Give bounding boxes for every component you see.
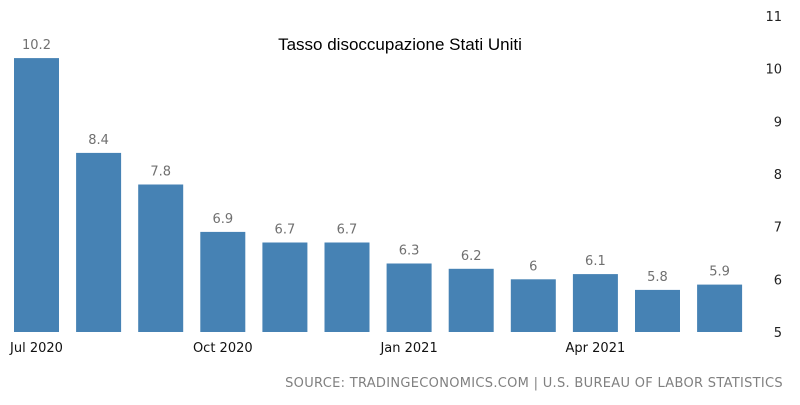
source-note: SOURCE: TRADINGECONOMICS.COM | U.S. BURE…: [285, 376, 783, 391]
value-label: 8.4: [88, 133, 109, 148]
y-tick-label: 9: [774, 115, 782, 130]
x-tick-label: Oct 2020: [193, 341, 253, 356]
bar-jun-2021: [697, 284, 743, 332]
value-label: 6.9: [212, 212, 233, 227]
value-label: 7.8: [150, 165, 171, 180]
value-label: 5.8: [647, 270, 668, 285]
chart-title: Tasso disoccupazione Stati Uniti: [278, 35, 522, 54]
value-label: 6.1: [585, 254, 606, 269]
y-tick-label: 8: [774, 168, 782, 183]
bar-feb-2021: [448, 268, 494, 332]
x-tick-label: Jul 2020: [9, 341, 63, 356]
value-label: 6: [529, 259, 537, 274]
value-label: 10.2: [22, 38, 51, 53]
bar-oct-2020: [200, 231, 246, 332]
value-labels-group: 10.2 8.4 7.8 6.9 6.7 6.7 6.3 6.2 6 6.1 5.8 5.9: [22, 38, 730, 285]
bar-aug-2020: [76, 152, 122, 332]
bar-nov-2020: [262, 242, 308, 332]
value-label: 6.7: [275, 223, 296, 238]
bar-dec-2020: [324, 242, 370, 332]
bars-group: [14, 58, 743, 332]
bar-jul-2020: [14, 58, 59, 332]
bar-sep-2020: [138, 184, 184, 332]
value-label: 5.9: [709, 265, 730, 280]
value-label: 6.3: [399, 244, 420, 259]
x-axis: Jul 2020 Oct 2020 Jan 2021 Apr 2021: [9, 341, 625, 356]
y-tick-label: 10: [765, 63, 782, 78]
bar-may-2021: [635, 289, 680, 332]
y-tick-label: 11: [765, 10, 782, 25]
y-tick-label: 5: [774, 326, 782, 341]
y-axis: 5 6 7 8 9 10 11: [765, 10, 782, 341]
x-tick-label: Jan 2021: [379, 341, 437, 356]
value-label: 6.7: [337, 223, 358, 238]
bar-mar-2021: [510, 279, 556, 332]
bar-jan-2021: [386, 263, 432, 332]
x-tick-label: Apr 2021: [566, 341, 626, 356]
y-tick-label: 7: [774, 221, 782, 236]
bar-apr-2021: [572, 274, 618, 332]
y-tick-label: 6: [774, 273, 782, 288]
value-label: 6.2: [461, 249, 482, 264]
